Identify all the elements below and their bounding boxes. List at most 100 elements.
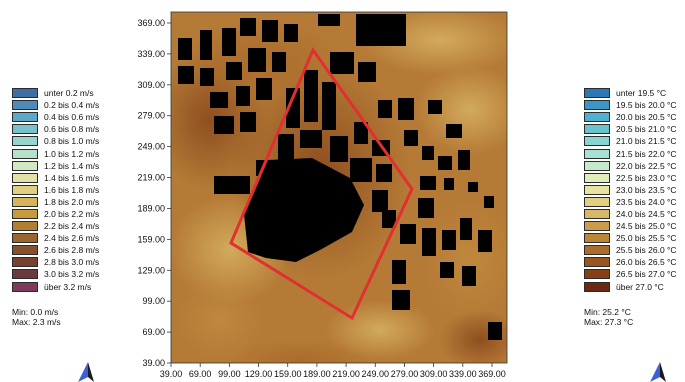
temp-legend-row: 19.5 bis 20.0 °C	[584, 99, 677, 111]
building	[398, 98, 414, 120]
temp-legend-label: 26.0 bis 26.5 °C	[616, 257, 677, 268]
x-tick-label: 39.00	[160, 369, 183, 379]
temp-legend-swatch	[584, 281, 610, 292]
temp-legend-swatch	[584, 160, 610, 171]
wind-legend-swatch	[12, 269, 38, 280]
temp-legend-label: über 27.0 °C	[616, 281, 664, 292]
building	[304, 70, 318, 122]
temp-legend-swatch	[584, 184, 610, 195]
temp-legend-row: 22.5 bis 23.0 °C	[584, 172, 677, 184]
wind-legend-swatch	[12, 257, 38, 268]
building	[178, 38, 192, 60]
x-tick-label: 369.00	[478, 369, 506, 379]
wind-legend-label: 2.6 bis 2.8 m/s	[44, 245, 100, 256]
temp-legend-row: über 27.0 °C	[584, 281, 677, 293]
building	[322, 82, 336, 130]
temp-legend-swatch	[584, 88, 610, 99]
building	[236, 86, 250, 106]
wind-legend-swatch	[12, 233, 38, 244]
building	[418, 198, 434, 218]
temp-legend-swatch	[584, 233, 610, 244]
building	[458, 150, 470, 170]
building	[444, 178, 454, 190]
building	[440, 262, 454, 278]
building	[488, 322, 502, 340]
temp-legend-label: 23.0 bis 23.5 °C	[616, 184, 677, 195]
building	[422, 146, 434, 160]
temp-legend-swatch	[584, 112, 610, 123]
temp-legend-row: 23.5 bis 24.0 °C	[584, 196, 677, 208]
x-tick-label: 69.00	[189, 369, 212, 379]
wind-legend-row: 2.2 bis 2.4 m/s	[12, 220, 99, 232]
y-tick-label: 69.00	[142, 327, 165, 337]
wind-legend-swatch	[12, 100, 38, 111]
x-tick-label: 189.00	[303, 369, 331, 379]
building	[272, 52, 286, 72]
wind-legend-stats: Min: 0.0 m/s Max: 2.3 m/s	[12, 307, 99, 327]
wind-legend-label: 0.2 bis 0.4 m/s	[44, 100, 100, 111]
wind-legend-swatch	[12, 196, 38, 207]
wind-legend-label: 0.6 bis 0.8 m/s	[44, 124, 100, 135]
building	[392, 260, 406, 284]
temp-legend-items: unter 19.5 °C 19.5 bis 20.0 °C 20.0 bis 20…	[584, 87, 677, 293]
wind-legend-label: 1.8 bis 2.0 m/s	[44, 196, 100, 207]
y-tick-label: 129.00	[137, 265, 165, 275]
temp-legend-label: 21.5 bis 22.0 °C	[616, 148, 677, 159]
building	[244, 158, 364, 262]
temp-legend-label: 19.5 bis 20.0 °C	[616, 100, 677, 111]
y-tick-label: 159.00	[137, 234, 165, 244]
y-tick-label: 279.00	[137, 111, 165, 121]
y-tick-label: 369.00	[137, 18, 165, 28]
y-tick-label: 189.00	[137, 203, 165, 213]
wind-legend-swatch	[12, 88, 38, 99]
y-tick-label: 99.00	[142, 296, 165, 306]
north-arrow-icon	[650, 362, 666, 382]
temp-legend-label: 25.5 bis 26.0 °C	[616, 245, 677, 256]
building	[442, 230, 456, 250]
wind-legend-row: 2.8 bis 3.0 m/s	[12, 256, 99, 268]
x-tick-label: 339.00	[449, 369, 477, 379]
wind-legend-swatch	[12, 221, 38, 232]
building	[422, 228, 436, 256]
wind-legend-label: 2.4 bis 2.6 m/s	[44, 233, 100, 244]
building	[286, 88, 300, 128]
temp-legend-row: 26.0 bis 26.5 °C	[584, 256, 677, 268]
building	[178, 66, 194, 84]
building	[240, 112, 256, 132]
temp-legend-swatch	[584, 136, 610, 147]
wind-legend-row: 2.0 bis 2.2 m/s	[12, 208, 99, 220]
wind-legend-row: 1.2 bis 1.4 m/s	[12, 160, 99, 172]
building	[354, 122, 368, 144]
wind-legend-label: 2.0 bis 2.2 m/s	[44, 208, 100, 219]
wind-legend-label: 1.4 bis 1.6 m/s	[44, 172, 100, 183]
building	[222, 28, 236, 56]
wind-legend-label: 1.0 bis 1.2 m/s	[44, 148, 100, 159]
temp-legend-swatch	[584, 124, 610, 135]
building	[210, 92, 228, 108]
building	[240, 18, 256, 36]
temp-legend-label: 26.5 bis 27.0 °C	[616, 269, 677, 280]
wind-legend-label: 0.4 bis 0.6 m/s	[44, 112, 100, 123]
y-axis: 369.00 339.00 309.00 279.00 249.00 219.00 189.…	[137, 18, 171, 368]
temp-legend-swatch	[584, 221, 610, 232]
building	[438, 156, 452, 170]
temp-legend-swatch	[584, 172, 610, 183]
x-tick-label: 159.00	[274, 369, 302, 379]
wind-legend-swatch	[12, 112, 38, 123]
temp-legend-swatch	[584, 196, 610, 207]
temp-legend-stats: Min: 25.2 °C Max: 27.3 °C	[584, 307, 677, 327]
temp-legend-label: 24.0 bis 24.5 °C	[616, 208, 677, 219]
building	[372, 190, 388, 212]
temp-legend-label: unter 19.5 °C	[616, 88, 667, 99]
building	[420, 176, 436, 190]
temp-legend-label: 23.5 bis 24.0 °C	[616, 196, 677, 207]
temp-legend-row: 23.0 bis 23.5 °C	[584, 184, 677, 196]
wind-legend-row: 0.6 bis 0.8 m/s	[12, 123, 99, 135]
building	[226, 62, 242, 80]
wind-legend-row: 1.8 bis 2.0 m/s	[12, 196, 99, 208]
wind-legend-label: 1.2 bis 1.4 m/s	[44, 160, 100, 171]
north-arrow-icon	[78, 362, 94, 382]
temp-legend-label: 25.0 bis 25.5 °C	[616, 233, 677, 244]
x-tick-label: 99.00	[218, 369, 241, 379]
